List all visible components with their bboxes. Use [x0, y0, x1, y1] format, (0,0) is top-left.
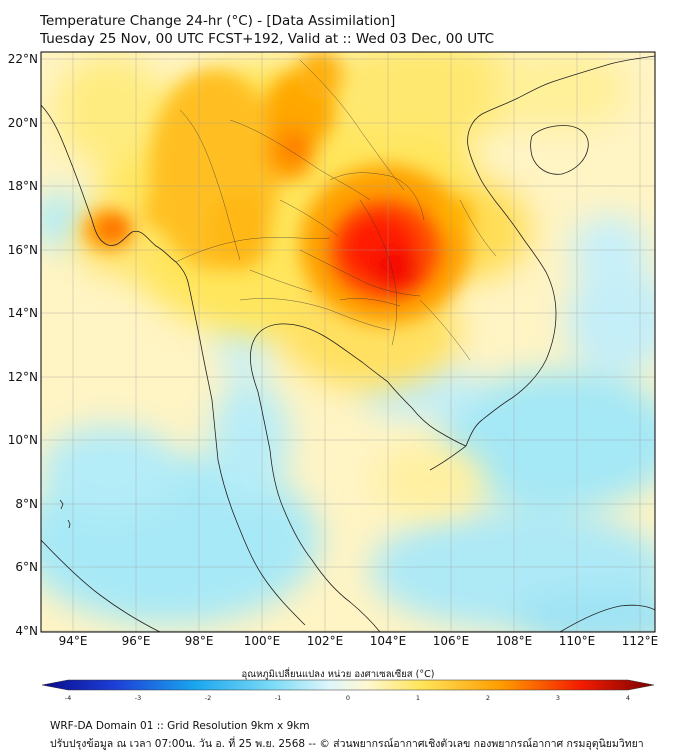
latitude-axis: 22°N 20°N 18°N 16°N 14°N 12°N 10°N 8°N 6… — [8, 52, 38, 638]
map-gridlines — [41, 52, 655, 632]
colorbar-tick-label: 3 — [556, 694, 560, 702]
colorbar: -4 -3 -2 -1 0 1 2 3 4 — [41, 679, 655, 702]
lat-tick-label: 14°N — [8, 306, 38, 320]
colorbar-ticks: -4 -3 -2 -1 0 1 2 3 4 — [65, 694, 630, 702]
map-frame — [40, 51, 656, 633]
lat-tick-label: 22°N — [8, 52, 38, 66]
footer-credit: ปรับปรุงข้อมูล ณ เวลา 07:00น. วัน อ. ที่… — [50, 738, 644, 750]
colorbar-tick-label: 0 — [346, 694, 350, 702]
colorbar-tick-label: -4 — [65, 694, 71, 702]
lon-tick-label: 106°E — [433, 634, 470, 648]
footer-model-info: WRF-DA Domain 01 :: Grid Resolution 9km … — [50, 720, 310, 732]
colorbar-tick-label: -2 — [205, 694, 211, 702]
lat-tick-label: 4°N — [15, 624, 38, 638]
lat-tick-label: 18°N — [8, 179, 38, 193]
administrative-borders — [175, 59, 497, 361]
lat-tick-label: 20°N — [8, 116, 38, 130]
lat-tick-label: 10°N — [8, 433, 38, 447]
lon-tick-label: 94°E — [59, 634, 88, 648]
lon-tick-label: 100°E — [244, 634, 281, 648]
lon-tick-label: 102°E — [307, 634, 344, 648]
lon-tick-label: 96°E — [122, 634, 151, 648]
colorbar-tick-label: 2 — [486, 694, 490, 702]
title-line-1: Temperature Change 24-hr (°C) - [Data As… — [40, 13, 396, 29]
longitude-axis: 94°E 96°E 98°E 100°E 102°E 104°E 106°E 1… — [59, 634, 659, 648]
lat-tick-label: 12°N — [8, 370, 38, 384]
map-title: Temperature Change 24-hr (°C) - [Data As… — [40, 12, 494, 48]
coastlines — [41, 55, 655, 632]
colorbar-tick-label: -1 — [275, 694, 281, 702]
colorbar-label: อุณหภูมิเปลี่ยนแปลง หน่วย องศาเซลเซียส (… — [241, 669, 435, 680]
lon-tick-label: 110°E — [559, 634, 596, 648]
colorbar-tick-label: 1 — [416, 694, 420, 702]
colorbar-tick-label: 4 — [626, 694, 630, 702]
title-line-2: Tuesday 25 Nov, 00 UTC FCST+192, Valid a… — [40, 31, 495, 47]
lat-tick-label: 6°N — [15, 560, 38, 574]
lat-tick-label: 16°N — [8, 243, 38, 257]
colorbar-scale — [41, 679, 655, 691]
temperature-field — [41, 52, 655, 632]
lon-tick-label: 108°E — [496, 634, 533, 648]
lon-tick-label: 98°E — [185, 634, 214, 648]
colorbar-tick-label: -3 — [135, 694, 141, 702]
lon-tick-label: 112°E — [622, 634, 659, 648]
lat-tick-label: 8°N — [15, 497, 38, 511]
lon-tick-label: 104°E — [370, 634, 407, 648]
